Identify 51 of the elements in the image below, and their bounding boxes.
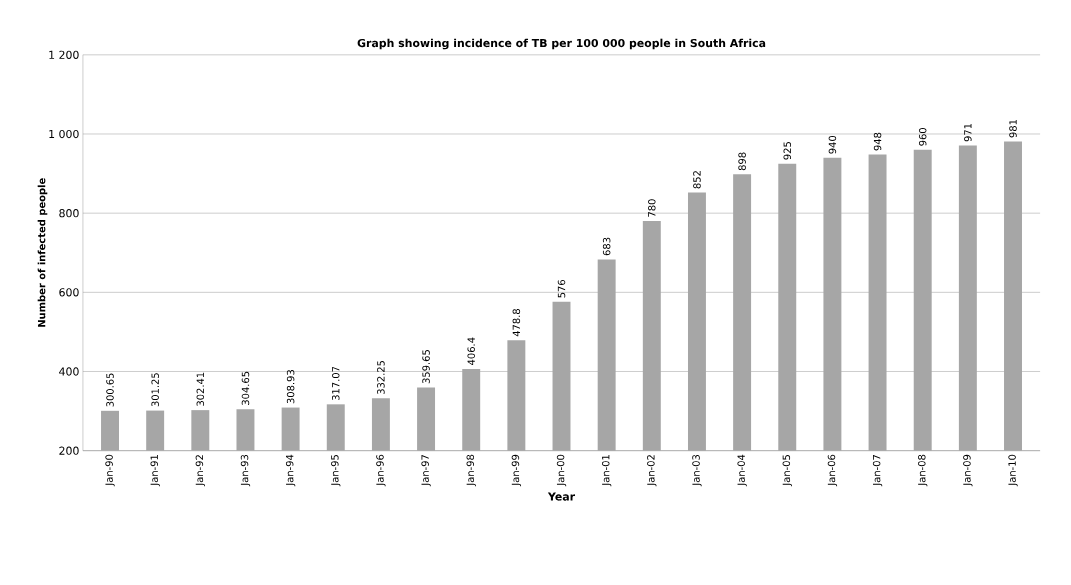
data-label: 332.25 [377, 360, 385, 394]
x-tick-label: Jan-10 [1008, 454, 1018, 487]
data-label: 780 [648, 199, 656, 217]
data-label: 317.07 [331, 366, 340, 400]
x-tick-label: Jan-94 [285, 454, 296, 487]
data-label: 300.65 [106, 373, 114, 407]
y-tick-label: 200 [59, 446, 79, 455]
data-label: 971 [964, 123, 972, 142]
data-label: 359.65 [422, 349, 430, 384]
data-label: 304.65 [241, 371, 250, 405]
y-tick-label: 1 200 [49, 50, 79, 59]
x-axis-title: Year [547, 492, 576, 501]
x-tick-label: Jan-08 [918, 454, 928, 487]
y-tick-label: 1 000 [49, 129, 79, 139]
y-tick-label: 600 [59, 288, 79, 297]
x-tick-label: Jan-97 [421, 454, 431, 487]
x-tick-label: Jan-90 [105, 454, 115, 487]
x-tick-label: Jan-96 [376, 454, 386, 487]
x-tick-label: Jan-07 [872, 454, 883, 487]
x-tick-label: Jan-91 [150, 454, 160, 487]
x-tick-label: Jan-00 [556, 454, 567, 487]
x-tick-label: Jan-02 [647, 455, 657, 487]
y-tick-label: 800 [59, 208, 79, 218]
data-label: 308.93 [286, 369, 295, 404]
data-label: 683 [602, 237, 611, 256]
data-label: 981 [1009, 119, 1017, 138]
x-tick-label: Jan-95 [331, 454, 341, 487]
y-axis-title: Number of infected people [37, 178, 48, 327]
x-tick-label: Jan-03 [692, 454, 702, 487]
x-tick-label: Jan-06 [827, 454, 838, 487]
data-label: 301.25 [151, 373, 159, 407]
data-label: 576 [557, 279, 566, 298]
x-tick-label: Jan-09 [963, 454, 973, 487]
x-tick-label: Jan-99 [511, 454, 522, 487]
x-tick-label: Jan-92 [195, 455, 205, 487]
data-label: 960 [918, 127, 927, 146]
data-label: 302.41 [196, 372, 205, 406]
data-label: 898 [738, 152, 746, 171]
data-label: 406.4 [467, 337, 475, 365]
data-label: 948 [873, 132, 882, 151]
x-tick-label: Jan-04 [737, 454, 747, 487]
x-tick-label: Jan-01 [601, 454, 612, 487]
data-label: 478.8 [512, 308, 521, 337]
data-label: 852 [693, 170, 701, 189]
x-tick-label: Jan-98 [466, 454, 476, 487]
data-label: 925 [783, 141, 792, 160]
x-tick-label: Jan-05 [782, 454, 792, 487]
data-label: 940 [828, 135, 837, 154]
chart-title: Graph showing incidence of TB per 100 000 people in South Africa [357, 38, 766, 50]
y-tick-label: 400 [59, 367, 79, 376]
x-tick-label: Jan-93 [240, 454, 251, 487]
